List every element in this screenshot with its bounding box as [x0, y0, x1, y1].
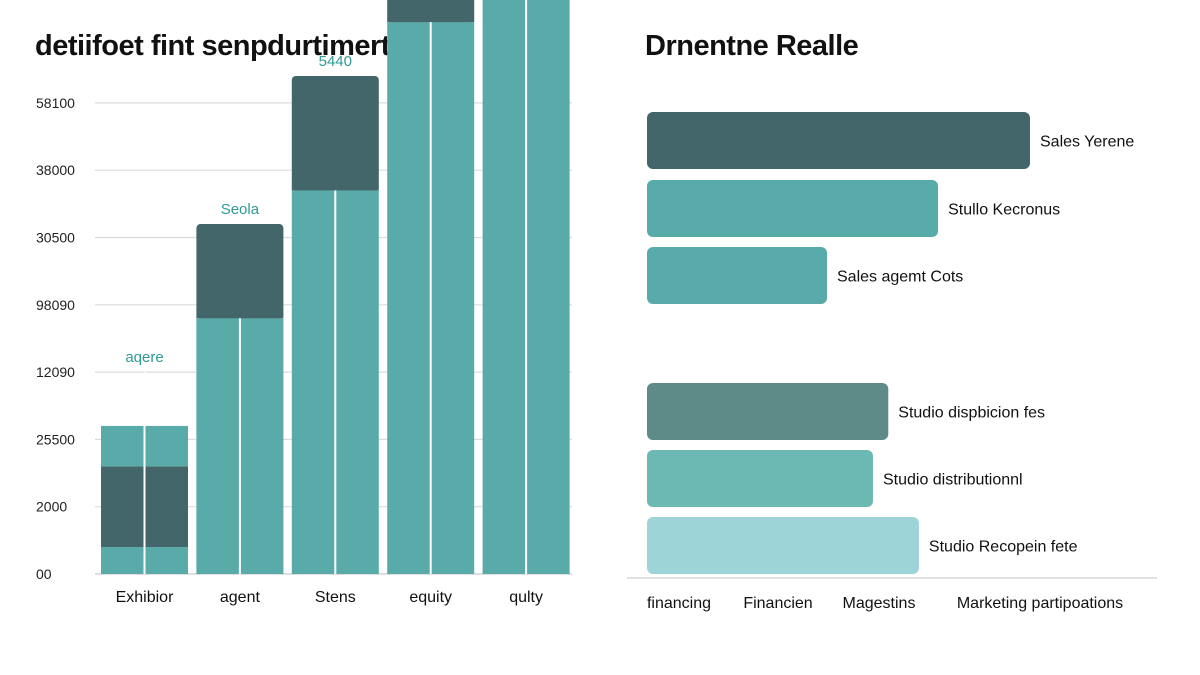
hbar-4	[647, 383, 889, 440]
y-tick-label: 12090	[36, 364, 75, 380]
hbar-label: Sales Yerene	[1040, 134, 1134, 151]
hbar-label: Studio distributionnl	[883, 472, 1023, 489]
x-tick-label: Magestins	[843, 595, 916, 612]
y-tick-label: 00	[36, 566, 52, 582]
x-tick-label: financing	[647, 595, 711, 612]
hbar-1	[647, 112, 1030, 169]
y-tick-label: 30500	[36, 230, 75, 246]
hbar-6	[647, 517, 919, 574]
bar-segment-upper-Stens	[291, 75, 379, 191]
x-category-label: Stens	[315, 589, 356, 606]
bar-segment-joint	[291, 186, 379, 191]
y-tick-label: 98090	[36, 297, 75, 313]
bar-segment-upper-equity	[387, 0, 475, 23]
hbar-label: Studio Recopein fete	[929, 539, 1078, 556]
bar-data-label: Seola	[221, 201, 260, 218]
hbar-label: Sales agemt Cots	[837, 269, 963, 286]
y-tick-label: 25500	[36, 431, 75, 447]
bar-segment-joint	[387, 18, 475, 23]
left-chart-title: detiifoet fint senpdurtimert	[35, 30, 390, 62]
x-category-label: agent	[220, 589, 261, 606]
horizontal-bar-chart: Sales Yerene Stullo Kecronus Sales agemt C…	[627, 112, 1157, 612]
y-tick-label: 58100	[36, 95, 75, 111]
hbar-2	[647, 180, 939, 237]
hbar-3	[647, 247, 828, 304]
bar-segment-joint	[196, 314, 284, 319]
bar-segment-upper-agent	[196, 224, 284, 319]
x-tick-label: Marketing partipoations	[957, 595, 1123, 612]
x-category-label: equity	[409, 589, 452, 606]
vertical-bar-chart: 00 2000 25500 12090 98090 30500 38000 58100 aqer…	[36, 0, 572, 606]
bar-data-label: aqere	[125, 349, 163, 366]
hbar-label: Studio dispbicion fes	[898, 405, 1045, 422]
hbar-label: Stullo Kecronus	[948, 202, 1060, 219]
hbar-5	[647, 450, 873, 507]
y-tick-label: 2000	[36, 499, 67, 515]
bar-data-label: 5440	[319, 53, 352, 70]
right-chart-title: Drnentne Realle	[645, 30, 859, 62]
y-tick-label: 38000	[36, 162, 75, 178]
x-category-label: qulty	[509, 589, 543, 606]
x-category-label: Exhibior	[116, 589, 174, 606]
x-tick-label: Financien	[743, 595, 812, 612]
